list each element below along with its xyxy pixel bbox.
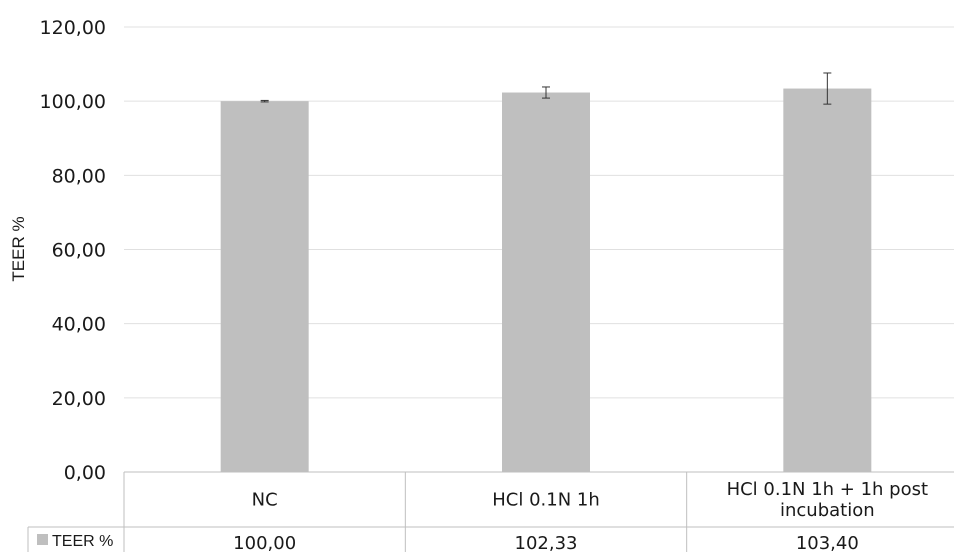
error-bar [823,72,832,105]
y-tick-label: 80,00 [52,165,106,187]
y-tick-label: 100,00 [40,91,106,113]
y-axis-label: TEER % [9,216,28,281]
x-tick-label: HCl 0.1N 1h [492,490,600,511]
y-tick-label: 120,00 [40,17,106,39]
legend-label: TEER % [52,533,113,550]
y-tick-label: 0,00 [64,462,106,484]
x-tick-label: HCl 0.1N 1h + 1h post incubation [727,479,928,521]
value-label: 100,00 [233,533,296,552]
bar [783,88,872,472]
value-label: 103,40 [796,533,859,552]
y-tick-label: 20,00 [52,388,106,410]
y-tick-label: 40,00 [52,314,106,336]
y-tick-label: 60,00 [52,240,106,262]
x-tick-label: NC [252,490,278,511]
data-table: NC HCl 0.1N 1h HCl 0.1N 1h + 1h post incuba… [27,472,954,552]
error-bar [542,86,550,99]
bars [220,88,872,473]
y-tick-labels: 0,00 20,00 40,00 60,00 80,00 100,00 120,00 [40,17,106,484]
bar [220,101,309,473]
error-bars [260,72,832,105]
value-label: 102,33 [515,533,578,552]
bar [502,92,590,473]
legend-swatch [37,534,48,545]
error-bar [260,99,269,103]
